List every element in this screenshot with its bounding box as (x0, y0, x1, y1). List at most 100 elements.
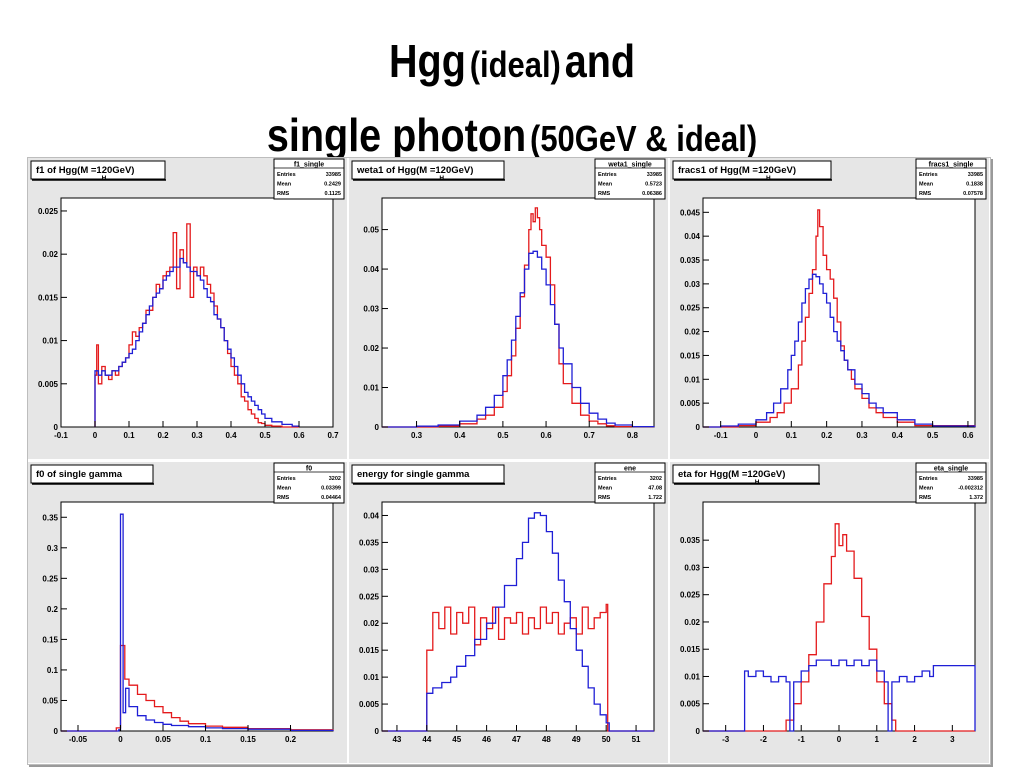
plot-frame (60, 197, 334, 428)
x-tick-label: 47 (512, 735, 521, 744)
series-line-blue (61, 513, 334, 732)
y-tick-label: 0.045 (680, 208, 701, 217)
y-tick-label: 0.035 (359, 538, 380, 547)
y-tick-label: 0.015 (680, 351, 701, 360)
y-tick-label: 0.2 (47, 605, 59, 614)
stats-box: f1_single Entries 33985 Mean 0.2429 RMS 0.1125 (273, 158, 345, 200)
pad-5: 43 44 45 46 47 48 49 50 51 0 0.005 0.01 0.015 0.02 0.0… (349, 462, 668, 763)
stats-key: RMS (277, 191, 290, 197)
stats-rect (273, 462, 345, 504)
plot-title-subscript: H (102, 175, 107, 182)
title-line-2: single photon (50GeV & ideal) (72, 104, 953, 178)
stats-value: 33985 (968, 476, 983, 482)
stats-rect (273, 158, 345, 200)
y-tick-label: 0.03 (684, 563, 700, 572)
title-rect (351, 160, 505, 180)
pad-1: -0.1 0 0.1 0.2 0.3 0.4 0.5 0.6 0.700.0050.010.01… (28, 158, 347, 459)
x-tick-label: 46 (482, 735, 491, 744)
y-tick-label: 0.01 (363, 384, 379, 393)
x-tick-label: 0.5 (497, 431, 509, 440)
slide-title: Hgg (ideal) and single photon (50GeV & i… (72, 30, 953, 178)
plot-title-subscript: H (755, 479, 760, 486)
stats-value: 0.5723 (645, 182, 662, 188)
series-line-red (703, 209, 976, 428)
stats-rect (915, 462, 987, 504)
x-tick-label: 0.4 (454, 431, 466, 440)
stats-value: 47.08 (648, 486, 662, 492)
title-rect (672, 160, 832, 180)
y-tick-label: 0.005 (359, 700, 380, 709)
stats-key: Mean (919, 486, 934, 492)
stats-key: Entries (919, 172, 938, 178)
x-tick-label: 0.8 (627, 431, 639, 440)
y-tick-label: 0 (54, 727, 59, 736)
stats-key: RMS (277, 495, 290, 501)
y-tick-label: 0.02 (42, 250, 58, 259)
plot-title-box: fracs1 of Hgg(M =120GeV)H (672, 160, 832, 182)
x-tick-label: 0.6 (293, 431, 305, 440)
title-rect (351, 464, 505, 484)
stats-value: 1.372 (969, 495, 983, 501)
x-tick-label: -3 (722, 735, 730, 744)
stats-value: 33985 (326, 172, 341, 178)
series-line-red (703, 523, 975, 732)
series-line-blue (382, 250, 655, 428)
y-tick-label: 0.005 (680, 399, 701, 408)
stats-name: f1_single (294, 162, 324, 169)
series-line-blue (703, 273, 976, 428)
y-tick-label: 0.025 (680, 304, 701, 313)
stats-key: Mean (277, 486, 292, 492)
plot-title: f0 of single gamma (36, 469, 123, 480)
y-tick-label: 0.025 (680, 591, 701, 600)
y-tick-label: 0.015 (38, 293, 59, 302)
stats-rect (594, 158, 666, 200)
x-tick-label: 3 (950, 735, 955, 744)
x-tick-label: 50 (602, 735, 611, 744)
y-tick-label: 0.04 (684, 232, 700, 241)
x-tick-label: -2 (760, 735, 768, 744)
x-tick-label: 43 (392, 735, 401, 744)
title-line-1-part-a: Hgg (388, 35, 466, 87)
x-tick-label: 0 (118, 735, 123, 744)
x-tick-label: 0.5 (927, 431, 939, 440)
stats-value: 0.1838 (966, 182, 983, 188)
x-tick-label: 0 (93, 431, 98, 440)
y-tick-label: 0 (696, 423, 701, 432)
y-tick-label: 0.03 (684, 280, 700, 289)
stats-key: Mean (598, 486, 613, 492)
y-tick-label: 0.35 (42, 513, 58, 522)
stats-name: fracs1_single (929, 162, 974, 169)
y-tick-label: 0.3 (47, 544, 59, 553)
plot-title: f1 of Hgg(M =120GeV) (36, 165, 134, 176)
plot-frame (702, 197, 976, 428)
y-tick-label: 0 (375, 727, 380, 736)
y-tick-label: 0.01 (363, 673, 379, 682)
title-line-2-part-a: single photon (266, 109, 527, 161)
y-tick-label: 0.03 (363, 305, 379, 314)
plot-frame (381, 197, 655, 428)
y-tick-label: 0 (54, 423, 59, 432)
plot-title-subscript: H (766, 175, 771, 182)
stats-name: f0 (306, 466, 312, 473)
stats-value: 0.2429 (324, 182, 341, 188)
title-rect (30, 464, 154, 484)
y-tick-label: 0.035 (680, 256, 701, 265)
x-tick-label: 49 (572, 735, 581, 744)
plot-title: weta1 of Hgg(M =120GeV) (356, 165, 473, 176)
stats-value: 0.03399 (321, 486, 341, 492)
y-tick-label: 0.01 (684, 375, 700, 384)
plot-title-box: weta1 of Hgg(M =120GeV)H (351, 160, 505, 182)
series-line-blue (94, 257, 300, 427)
stats-value: 0.06386 (642, 191, 662, 197)
plot-frame (60, 501, 334, 732)
y-tick-label: 0.02 (363, 344, 379, 353)
stats-value: -0.002312 (958, 486, 983, 492)
y-tick-label: 0 (696, 727, 701, 736)
stats-key: Entries (598, 172, 617, 178)
series-line-blue (703, 659, 976, 732)
root-canvas: -0.1 0 0.1 0.2 0.3 0.4 0.5 0.6 0.7 0 0.005 0.01 0.01… (27, 157, 991, 765)
plot-title-subscript: H (439, 175, 444, 182)
x-tick-label: 0.7 (584, 431, 596, 440)
stats-value: 33985 (647, 172, 662, 178)
stats-name: ene (624, 466, 636, 473)
